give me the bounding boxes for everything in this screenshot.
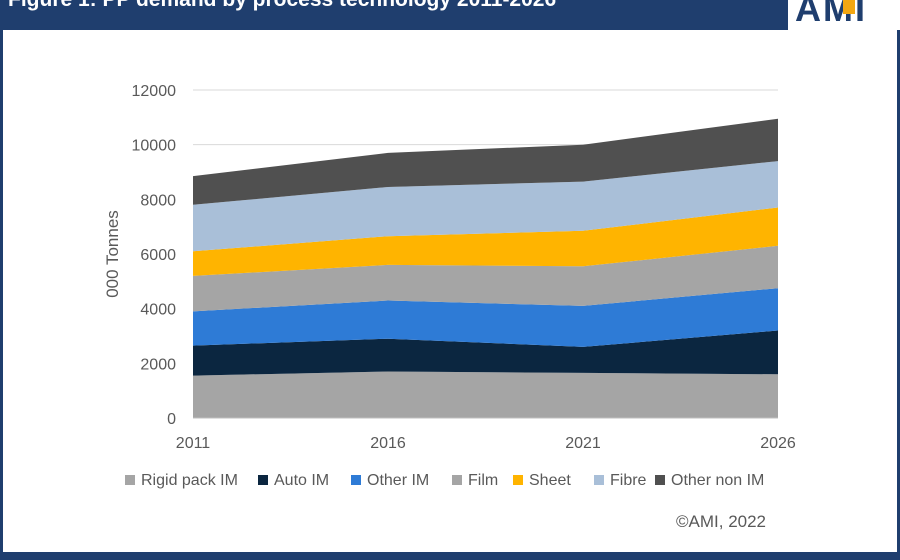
frame-bottom-border [0, 552, 900, 560]
axes: 0 2000 4000 6000 8000 10000 12000 2011 2016 2021 2… [103, 83, 796, 452]
legend-label: Fibre [610, 472, 647, 489]
x-tick-label: 2011 [176, 435, 211, 452]
area-series [193, 118, 778, 418]
x-tick-label: 2016 [370, 435, 406, 452]
y-tick-label: 4000 [140, 302, 176, 319]
legend-label: Other non IM [671, 472, 764, 489]
x-tick-label: 2021 [565, 435, 601, 452]
y-axis-title: 000 Tonnes [103, 210, 122, 298]
legend-swatch [258, 475, 268, 485]
y-tick-label: 2000 [140, 356, 176, 373]
area-other-im [193, 288, 778, 347]
area-fibre [193, 161, 778, 252]
legend-label: Film [468, 472, 498, 489]
legend: Rigid pack IM Auto IM Other IM Film Sheet Fib… [125, 472, 764, 489]
logo-accent-bar [843, 0, 855, 14]
area-rigid-pack-im [193, 371, 778, 418]
legend-swatch [125, 475, 135, 485]
header-band: Figure 1: PP demand by process technolog… [0, 0, 788, 30]
area-film [193, 245, 778, 312]
legend-label: Rigid pack IM [141, 472, 238, 489]
figure-title: Figure 1: PP demand by process technolog… [8, 0, 556, 12]
y-tick-label: 6000 [140, 247, 176, 264]
y-tick-label: 8000 [140, 192, 176, 209]
legend-label: Sheet [529, 472, 571, 489]
frame-right-border [897, 30, 900, 552]
legend-swatch [452, 475, 462, 485]
legend-swatch [594, 475, 604, 485]
y-tick-label: 0 [167, 411, 176, 428]
legend-label: Auto IM [274, 472, 329, 489]
x-tick-label: 2026 [760, 435, 796, 452]
y-tick-label: 12000 [132, 83, 177, 100]
area-sheet [193, 207, 778, 276]
y-tick-label: 10000 [132, 138, 177, 155]
area-auto-im [193, 330, 778, 376]
legend-swatch [351, 475, 361, 485]
area-other-non-im [193, 118, 778, 205]
frame-left-border [0, 30, 3, 552]
legend-label: Other IM [367, 472, 429, 489]
legend-swatch [513, 475, 523, 485]
legend-swatch [655, 475, 665, 485]
copyright-note: ©AMI, 2022 [676, 512, 767, 531]
